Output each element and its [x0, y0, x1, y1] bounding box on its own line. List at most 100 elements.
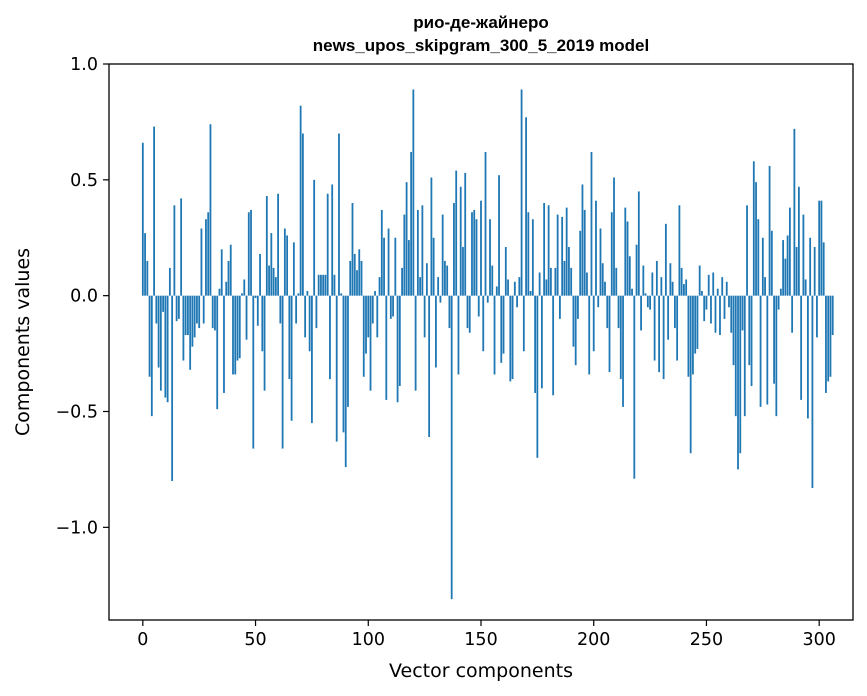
bar	[784, 258, 787, 296]
bar	[764, 277, 766, 296]
bar	[317, 274, 320, 296]
bar	[421, 205, 424, 296]
bar	[522, 295, 525, 352]
bar	[644, 293, 647, 296]
bar	[259, 253, 261, 296]
bar	[491, 265, 494, 296]
bar	[322, 274, 325, 296]
bar	[698, 265, 701, 296]
x-tick-label: 100	[352, 630, 385, 650]
bar	[725, 281, 728, 296]
bar	[423, 295, 426, 338]
bar	[371, 295, 374, 324]
bar	[480, 200, 482, 296]
bar	[825, 295, 827, 393]
bar	[425, 263, 428, 296]
bar	[831, 295, 834, 336]
bar	[716, 288, 719, 296]
bar	[177, 295, 180, 319]
bar	[719, 295, 721, 336]
bar	[563, 260, 566, 296]
bar	[344, 295, 347, 468]
bar	[351, 203, 354, 296]
bar	[191, 295, 194, 347]
bar	[405, 182, 408, 296]
bar	[500, 295, 503, 363]
bar	[642, 265, 645, 296]
bar	[362, 295, 365, 377]
bar	[466, 295, 469, 329]
bar	[146, 260, 149, 296]
bar	[283, 228, 286, 296]
bar	[820, 200, 823, 296]
bar	[800, 295, 803, 400]
bar	[171, 295, 174, 481]
bar	[441, 214, 444, 296]
bar	[565, 207, 568, 296]
bar	[270, 233, 273, 296]
bar	[286, 235, 289, 296]
bar	[579, 230, 582, 296]
bar	[347, 295, 349, 407]
bar	[220, 249, 223, 296]
bar	[671, 281, 674, 296]
bar	[378, 277, 381, 296]
bar	[450, 295, 453, 600]
bar	[795, 247, 798, 296]
bar	[818, 200, 821, 296]
x-tick-label: 250	[690, 630, 723, 650]
bar	[811, 295, 814, 488]
bar	[586, 272, 588, 296]
bar	[498, 175, 500, 296]
bar	[209, 124, 212, 296]
bar	[175, 295, 178, 322]
bar	[732, 295, 735, 366]
bar	[272, 267, 275, 296]
bar	[520, 89, 523, 296]
bar	[619, 295, 622, 380]
bar	[559, 295, 561, 319]
bar	[705, 295, 708, 310]
bar	[507, 279, 509, 296]
bar	[829, 295, 832, 377]
bar	[601, 263, 604, 296]
bar	[574, 295, 577, 366]
bar	[750, 295, 753, 387]
bar	[610, 212, 613, 296]
bar	[477, 295, 480, 317]
bar	[407, 240, 410, 296]
bar	[489, 219, 491, 296]
bar	[320, 274, 322, 296]
bar	[788, 207, 791, 296]
bar	[768, 165, 771, 296]
bar	[304, 295, 307, 338]
bar	[383, 237, 385, 296]
bar	[509, 295, 512, 382]
bar	[529, 291, 532, 296]
bar	[721, 277, 724, 296]
chart-title-line-1: рио-де-жайнеро	[413, 13, 548, 32]
bar	[254, 295, 257, 298]
bar	[229, 244, 232, 296]
bar	[561, 216, 564, 296]
bar	[590, 152, 593, 296]
bar	[385, 295, 388, 400]
y-axis-ticks: 1.0 0.5 0.0 −0.5 −1.0	[56, 55, 109, 538]
bar	[227, 260, 230, 296]
x-tick-label: 200	[577, 630, 610, 650]
y-tick-label: −1.0	[56, 518, 99, 538]
bar	[159, 295, 162, 391]
bar	[816, 295, 818, 338]
bar	[635, 244, 638, 296]
bar	[333, 274, 336, 296]
bar	[340, 293, 343, 296]
bar	[268, 265, 270, 296]
bar	[581, 184, 584, 296]
bar	[570, 267, 573, 296]
bar	[403, 214, 406, 296]
bar	[353, 253, 356, 296]
bar	[531, 219, 534, 296]
bar	[306, 291, 309, 296]
bar	[360, 260, 363, 296]
bar	[552, 295, 555, 396]
